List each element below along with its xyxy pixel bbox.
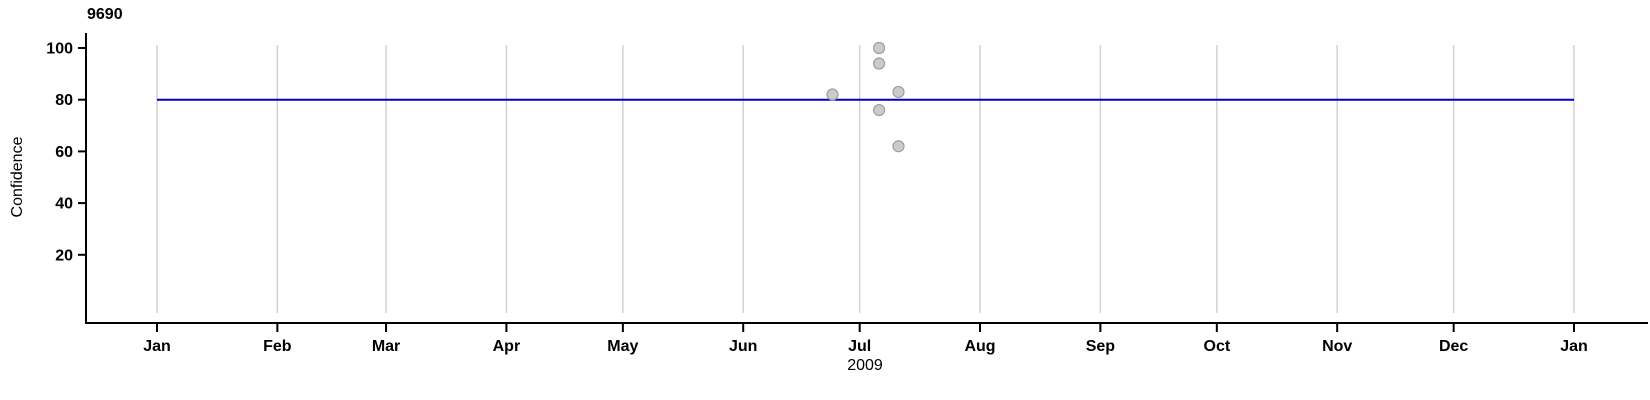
data-point bbox=[892, 85, 905, 99]
data-point bbox=[872, 57, 886, 70]
x-tick-label: Apr bbox=[493, 338, 521, 355]
x-tick-label: Jan bbox=[1560, 338, 1588, 355]
x-tick-label: Aug bbox=[964, 338, 995, 355]
x-tick-label: Dec bbox=[1439, 338, 1468, 355]
y-tick-label: 80 bbox=[55, 92, 73, 109]
y-axis-label: Confidence bbox=[9, 136, 26, 218]
y-tick-label: 100 bbox=[46, 41, 73, 58]
data-point bbox=[826, 88, 839, 101]
x-tick-label: Jan bbox=[143, 338, 171, 355]
chart-title: 9690 bbox=[87, 6, 123, 23]
x-tick-label: Jun bbox=[729, 338, 757, 355]
x-tick-label: Oct bbox=[1204, 338, 1231, 355]
x-tick-label: Mar bbox=[372, 338, 400, 355]
data-point bbox=[872, 41, 886, 55]
y-tick-label: 20 bbox=[55, 247, 73, 264]
y-tick-label: 40 bbox=[55, 196, 73, 213]
data-point bbox=[872, 103, 886, 117]
x-tick-label: Feb bbox=[263, 338, 292, 355]
y-tick-label: 60 bbox=[55, 144, 73, 161]
x-tick-label: Sep bbox=[1086, 338, 1116, 355]
x-tick-label: May bbox=[607, 338, 638, 355]
x-tick-label: Nov bbox=[1322, 338, 1352, 355]
x-axis-label: 2009 bbox=[847, 357, 883, 374]
x-tick-label: Jul bbox=[848, 338, 871, 355]
data-point bbox=[892, 140, 905, 153]
